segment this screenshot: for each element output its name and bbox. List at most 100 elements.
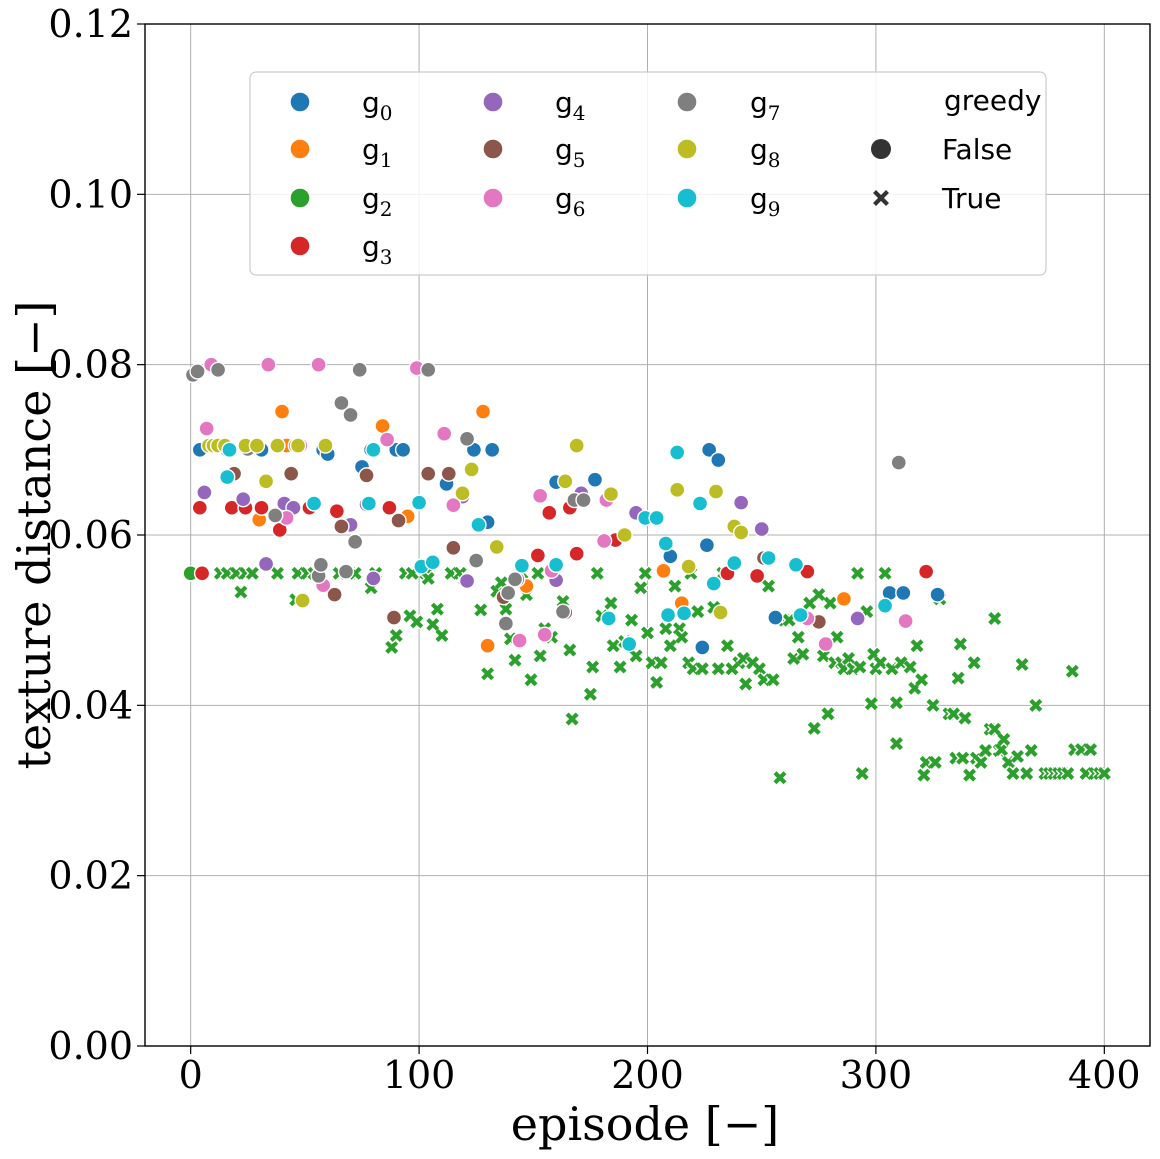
point-g7 [337, 563, 355, 580]
point-g2-greedy [914, 672, 930, 688]
point-g0 [929, 586, 946, 603]
legend-entry-g0: g0 [289, 86, 393, 125]
point-g6 [531, 487, 549, 505]
point-g9 [675, 605, 693, 622]
point-g2-greedy-stroke [926, 698, 940, 712]
point-g2-greedy [564, 711, 580, 727]
point-g7 [575, 491, 592, 509]
point-g7 [346, 533, 364, 551]
point-g2-greedy-stroke [1006, 766, 1020, 780]
point-g2-greedy-stroke [385, 640, 399, 654]
point-g8 [668, 481, 686, 499]
point-g2-greedy [1010, 748, 1025, 764]
point-g2-greedy [957, 710, 973, 726]
point-g2-greedy-stroke [878, 566, 892, 580]
point-g2-greedy [603, 595, 619, 611]
legend-entry-g1: g1 [289, 133, 393, 172]
point-g9 [705, 575, 722, 592]
legend-entry-g8: g8 [676, 133, 781, 172]
point-g9 [659, 606, 677, 624]
point-g8 [317, 437, 334, 454]
point-g2-greedy-stroke [997, 732, 1011, 746]
point-g2-greedy [233, 584, 249, 600]
point-g2-greedy-stroke [508, 653, 522, 667]
point-g2-greedy-stroke [762, 579, 776, 593]
legend-marker-g1 [289, 138, 311, 160]
point-g7 [333, 394, 350, 412]
point-g7 [499, 584, 517, 602]
point-g2-greedy [820, 706, 836, 722]
legend-style-false: False [871, 133, 1012, 166]
point-g2-greedy-stroke [563, 643, 577, 657]
point-g2-greedy [667, 578, 683, 594]
point-g5 [420, 465, 437, 482]
point-g2-greedy-stroke [245, 566, 259, 580]
point-g9 [547, 556, 565, 574]
point-g2-greedy-stroke [889, 737, 903, 751]
point-g1 [655, 562, 672, 579]
point-g8 [680, 558, 697, 575]
point-g2-greedy-stroke [979, 743, 993, 757]
point-g2-greedy [523, 672, 539, 688]
y-tick-label: 0.06 [48, 513, 133, 557]
point-g2-greedy [806, 720, 822, 736]
point-g2-greedy [662, 638, 678, 654]
point-g2-greedy [409, 614, 425, 630]
point-g3 [193, 565, 211, 582]
point-g2-greedy-stroke [766, 673, 780, 687]
point-g9 [470, 516, 487, 533]
point-g6 [595, 532, 613, 550]
legend-style-true: True [872, 182, 1001, 215]
point-g2-greedy [950, 670, 966, 686]
point-g2-greedy [530, 565, 546, 581]
point-g2-greedy-stroke [951, 671, 965, 685]
legend-label-sub: 1 [380, 148, 393, 172]
point-g3 [917, 563, 935, 580]
point-g2-greedy-stroke [583, 687, 597, 701]
point-g2-greedy [710, 661, 726, 677]
point-g5 [358, 467, 375, 484]
point-g8 [616, 526, 633, 544]
point-g8 [257, 473, 275, 490]
point-g2-greedy-stroke [634, 581, 648, 595]
legend-label-sub: 7 [768, 101, 781, 125]
point-g2-greedy-stroke [565, 712, 579, 726]
point-g2-greedy-stroke [803, 596, 817, 610]
x-tick-label: 300 [840, 1053, 913, 1097]
point-g2-greedy-stroke [625, 613, 638, 627]
point-g8 [454, 485, 471, 502]
point-g2-greedy-stroke [1020, 766, 1034, 780]
point-g2-greedy-stroke [851, 566, 865, 580]
point-g2-greedy [270, 565, 285, 581]
point-g2-greedy-stroke [830, 630, 844, 644]
point-g2-greedy [562, 642, 578, 658]
point-g2-greedy [420, 570, 436, 586]
point-g9 [360, 495, 378, 512]
point-g2-greedy [637, 565, 653, 581]
point-g5 [440, 465, 457, 482]
point-g8 [602, 485, 620, 503]
point-g2-greedy-stroke [524, 673, 538, 687]
point-g2-greedy [973, 754, 989, 770]
point-g5 [282, 465, 300, 482]
point-g2-greedy-stroke [995, 743, 1009, 757]
point-g2-greedy-stroke [590, 566, 604, 580]
point-g2-greedy [425, 616, 441, 632]
point-g2-greedy [952, 636, 968, 652]
y-tick-label: 0.00 [48, 1024, 133, 1068]
point-g2-greedy [873, 655, 888, 671]
point-g2-greedy [1014, 656, 1030, 672]
legend-label-g9: g9 [750, 182, 781, 221]
point-g2-greedy-stroke [1084, 743, 1098, 757]
point-g0 [710, 451, 727, 469]
point-g8 [557, 473, 574, 490]
point-g2-greedy [916, 767, 932, 783]
point-g2-greedy-stroke [606, 639, 620, 653]
point-g9 [787, 556, 805, 574]
point-g9 [792, 606, 809, 624]
legend-label-sub: 4 [573, 101, 586, 125]
point-g5 [326, 586, 343, 603]
legend-frame [249, 71, 1047, 276]
point-g2-greedy-stroke [1024, 743, 1038, 757]
